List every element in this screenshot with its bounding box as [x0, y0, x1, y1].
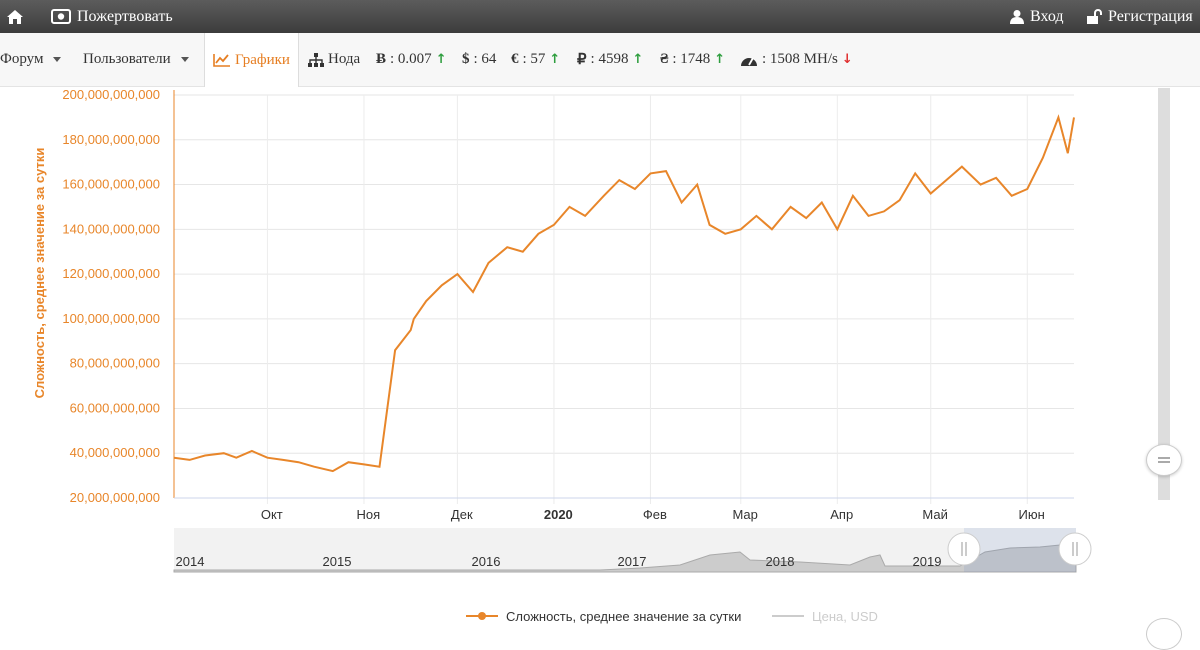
navigator-right-handle[interactable]	[1058, 532, 1092, 566]
bottom-handle[interactable]	[1146, 618, 1182, 650]
y-tick-label: 200,000,000,000	[62, 87, 160, 102]
scroll-handle[interactable]	[1146, 444, 1182, 476]
uah-value: : 1748	[672, 51, 711, 67]
x-tick-label: Ноя	[357, 507, 381, 522]
uah-rate: ₴: 1748 ↑	[660, 33, 725, 86]
y-tick-label: 120,000,000,000	[62, 266, 160, 281]
arrow-up-icon: ↑	[714, 52, 726, 67]
difficulty-series-line	[173, 114, 1075, 473]
navigator-year-label: 2019	[913, 554, 942, 569]
navigator-year-label: 2017	[618, 554, 647, 569]
x-tick-label: Май	[922, 507, 947, 522]
arrow-up-icon: ↑	[549, 52, 561, 67]
users-label: Пользователи	[83, 51, 171, 67]
y-tick-label: 140,000,000,000	[62, 221, 160, 236]
line-chart-icon	[213, 54, 230, 67]
x-tick-label: Фев	[643, 507, 667, 522]
donate-label: Пожертвовать	[77, 8, 173, 25]
unlock-icon	[1087, 8, 1102, 24]
user-icon	[1010, 9, 1024, 24]
donate-link[interactable]: Пожертвовать	[51, 0, 173, 33]
y-tick-label: 180,000,000,000	[62, 132, 160, 147]
y-axis-ticks: 20,000,000,000 40,000,000,000 60,000,000,0…	[62, 87, 160, 505]
navigator-year-label: 2018	[766, 554, 795, 569]
y-tick-label: 40,000,000,000	[70, 445, 160, 460]
caret-down-icon	[180, 57, 189, 62]
x-tick-label: Окт	[261, 507, 283, 522]
y-axis-label: Сложность, среднее значение за сутки	[32, 148, 47, 399]
rub-value: : 4598	[590, 51, 629, 67]
forum-label: Форум	[0, 51, 44, 67]
register-label: Регистрация	[1108, 8, 1193, 25]
nav-bar: Форум Пользователи Графики Нода Ƀ: 0.007…	[0, 33, 1200, 87]
x-tick-label: Дек	[451, 507, 473, 522]
legend-price-label: Цена, USD	[812, 609, 878, 624]
forum-menu[interactable]: Форум	[0, 33, 62, 86]
navigator-background	[174, 528, 1076, 572]
eur-value: : 57	[522, 51, 546, 67]
x-tick-label: Мар	[732, 507, 757, 522]
legend-item-difficulty[interactable]: Сложность, среднее значение за сутки	[466, 609, 741, 624]
x-tick-label: Апр	[830, 507, 853, 522]
usd-value: : 64	[473, 51, 497, 67]
login-link[interactable]: Вход	[1010, 0, 1064, 33]
y-tick-label: 100,000,000,000	[62, 311, 160, 326]
charts-tab[interactable]: Графики	[204, 33, 299, 87]
dashboard-icon	[741, 57, 757, 66]
home-icon	[7, 9, 23, 24]
usd-rate: $: 64	[462, 33, 496, 86]
btc-value: : 0.007	[390, 51, 432, 67]
home-link[interactable]	[6, 0, 24, 33]
arrow-up-icon: ↑	[435, 52, 447, 67]
register-link[interactable]: Регистрация	[1086, 0, 1193, 33]
caret-down-icon	[53, 57, 62, 62]
eur-symbol: €	[511, 51, 519, 67]
btc-symbol: Ƀ	[376, 51, 387, 67]
navigator-year-label: 2015	[323, 554, 352, 569]
node-link[interactable]: Нода	[308, 33, 360, 86]
uah-symbol: ₴	[660, 51, 669, 67]
login-label: Вход	[1030, 8, 1064, 25]
top-bar: Пожертвовать Вход Регистрация	[0, 0, 1200, 33]
arrow-up-icon: ↑	[632, 52, 644, 67]
y-tick-label: 80,000,000,000	[70, 356, 160, 371]
usd-symbol: $	[462, 51, 470, 67]
x-axis-ticks: Окт Ноя Дек 2020 Фев Мар Апр Май Июн	[261, 507, 1045, 522]
navigator-year-label: 2014	[176, 554, 205, 569]
charts-label: Графики	[235, 51, 290, 68]
money-icon	[51, 9, 71, 24]
y-tick-label: 20,000,000,000	[70, 490, 160, 505]
y-tick-label: 160,000,000,000	[62, 177, 160, 192]
rub-rate: ₽: 4598 ↑	[577, 33, 643, 86]
arrow-down-icon: ↓	[841, 52, 853, 67]
navigator-years: 2014 2015 2016 2017 2018 2019	[176, 554, 942, 569]
eur-rate: €: 57 ↑	[511, 33, 560, 86]
right-scrollbar[interactable]	[1158, 88, 1170, 500]
difficulty-chart: 20,000,000,000 40,000,000,000 60,000,000,0…	[32, 87, 1092, 624]
grid-lines	[174, 94, 1074, 504]
node-label: Нода	[328, 51, 361, 67]
navigator-year-label: 2016	[472, 554, 501, 569]
y-tick-label: 60,000,000,000	[70, 400, 160, 415]
btc-rate: Ƀ: 0.007 ↑	[376, 33, 447, 86]
users-menu[interactable]: Пользователи	[83, 33, 189, 86]
navigator-left-handle[interactable]	[947, 532, 981, 566]
legend-difficulty-label: Сложность, среднее значение за сутки	[506, 609, 741, 624]
hash-value: : 1508 MH/s	[762, 51, 838, 67]
navigator-selection[interactable]	[964, 528, 1076, 572]
rub-symbol: ₽	[577, 52, 587, 68]
sitemap-icon	[308, 52, 324, 67]
x-tick-label: 2020	[544, 507, 573, 522]
hashrate: : 1508 MH/s ↓	[740, 33, 853, 86]
legend-item-price[interactable]: Цена, USD	[772, 609, 878, 624]
x-tick-label: Июн	[1019, 507, 1045, 522]
